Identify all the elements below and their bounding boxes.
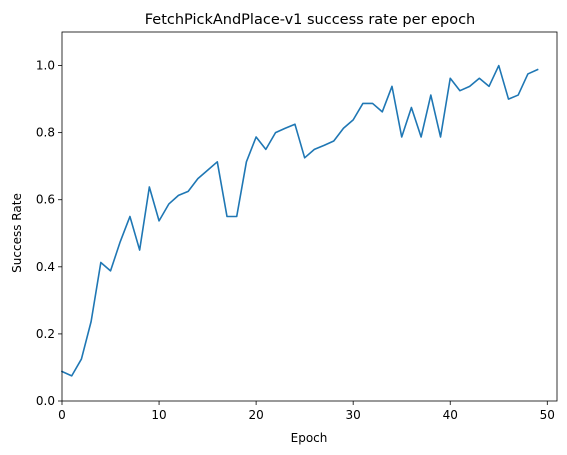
x-tick-label: 10 <box>151 408 166 422</box>
x-tick-label: 50 <box>540 408 555 422</box>
y-tick-label: 0.8 <box>36 126 55 140</box>
y-tick-label: 1.0 <box>36 59 55 73</box>
axes-frame <box>61 31 558 402</box>
chart-title: FetchPickAndPlace-v1 success rate per ep… <box>145 12 476 28</box>
series-layer <box>60 64 539 377</box>
x-tick-label: 20 <box>248 408 263 422</box>
x-tick-label: 0 <box>58 408 66 422</box>
y-tick-label: 0.0 <box>36 394 55 408</box>
x-tick-label: 30 <box>346 408 361 422</box>
series-line <box>60 64 539 377</box>
y-tick-label: 0.2 <box>36 327 55 341</box>
y-tick-label: 0.4 <box>36 260 55 274</box>
y-tick-label: 0.6 <box>36 193 55 207</box>
x-axis-title: Epoch <box>291 431 328 445</box>
y-axis-title: Success Rate <box>10 193 24 273</box>
x-tick-label: 40 <box>443 408 458 422</box>
axes-layer <box>61 31 558 402</box>
ticks-layer: 0 10 20 30 40 50 0.0 0.2 0.4 0.6 0.8 1.0 <box>36 59 555 422</box>
